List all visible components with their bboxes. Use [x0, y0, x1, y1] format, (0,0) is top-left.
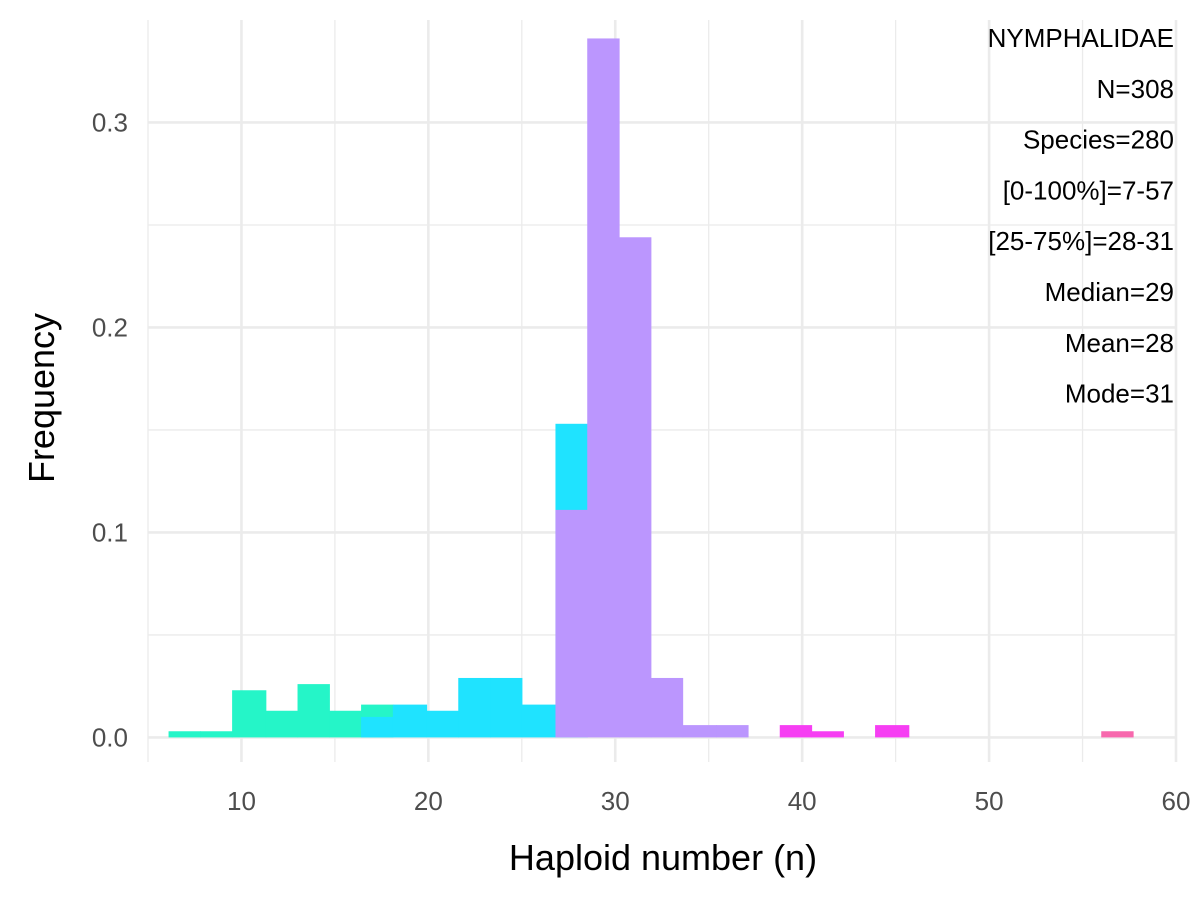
summary-annotation-line: Median=29 [1045, 277, 1174, 307]
histogram-bar [168, 731, 201, 738]
x-tick-label: 20 [414, 786, 443, 816]
histogram-bar-segment [361, 716, 394, 738]
histogram-bar-segment [555, 509, 588, 738]
histogram-bar [650, 677, 684, 738]
y-axis-tick-labels: 0.0 0.1 0.2 0.3 [92, 107, 128, 752]
histogram-bar [779, 725, 813, 738]
histogram-bar [587, 38, 620, 738]
histogram-bar [521, 704, 557, 738]
x-axis-title: Haploid number (n) [509, 837, 817, 878]
minor-gridlines [147, 20, 1176, 762]
summary-annotation-line: NYMPHALIDAE [988, 23, 1174, 53]
summary-annotation-line: [25-75%]=28-31 [988, 226, 1174, 256]
histogram-bar [811, 731, 844, 738]
histogram-bar [392, 704, 428, 738]
y-tick-label: 0.1 [92, 517, 128, 547]
y-tick-label: 0.2 [92, 312, 128, 342]
histogram-bar [232, 690, 267, 738]
histogram-bar [1101, 731, 1134, 738]
major-gridlines [148, 20, 1178, 762]
x-axis-tick-labels: 10 20 30 40 50 60 [227, 786, 1190, 816]
histogram-bar [297, 684, 330, 738]
histogram-bar [716, 725, 749, 738]
x-tick-label: 60 [1162, 786, 1191, 816]
summary-annotation-line: Species=280 [1023, 125, 1174, 155]
x-tick-label: 40 [788, 786, 817, 816]
summary-annotation-line: N=308 [1097, 74, 1174, 104]
histogram-bars [168, 38, 1134, 738]
y-tick-label: 0.0 [92, 722, 128, 752]
histogram-bar [200, 731, 233, 738]
histogram-bar [619, 237, 652, 738]
x-tick-label: 30 [601, 786, 630, 816]
histogram-bar [458, 677, 491, 738]
histogram-bar [426, 710, 459, 738]
x-tick-label: 10 [227, 786, 256, 816]
histogram-bar [265, 710, 299, 738]
y-axis-title: Frequency [21, 313, 62, 483]
summary-annotation-line: Mode=31 [1065, 379, 1174, 409]
summary-annotation-line: [0-100%]=7-57 [1003, 175, 1174, 205]
histogram-bar [682, 725, 717, 738]
x-tick-label: 50 [975, 786, 1004, 816]
histogram-bar [875, 725, 910, 738]
histogram-bar [329, 710, 362, 738]
y-tick-label: 0.3 [92, 107, 128, 137]
summary-annotation-line: Mean=28 [1065, 328, 1174, 358]
summary-annotations: NYMPHALIDAE N=308 Species=280 [0-100%]=7-57… [988, 23, 1174, 409]
histogram-bar [490, 677, 523, 738]
